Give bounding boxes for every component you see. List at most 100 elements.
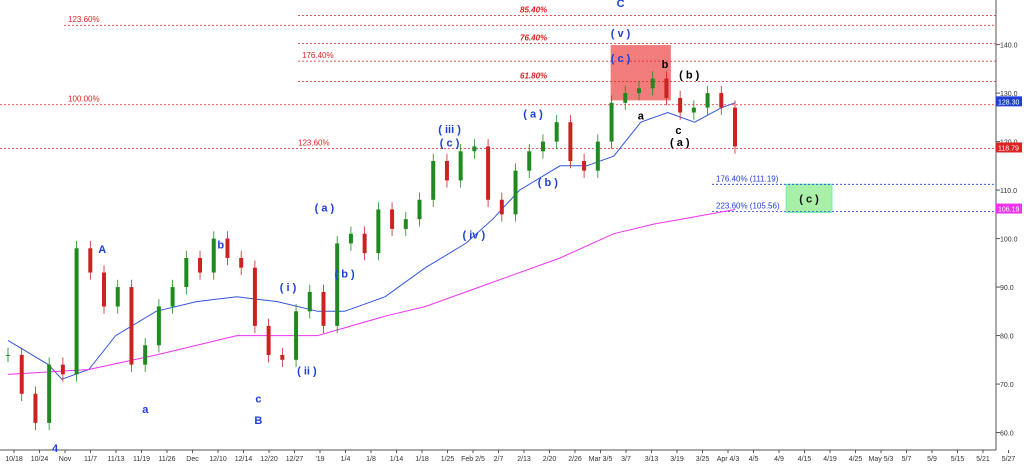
wave-label: ( iii ): [438, 124, 461, 136]
x-tick-label: 1/14: [390, 456, 404, 463]
moving-average-line: [7, 209, 736, 375]
wave-label: ( iv ): [463, 230, 486, 242]
price-tag: [996, 142, 1022, 153]
x-tick-label: Dec: [186, 456, 199, 463]
x-tick-label: 5/9: [927, 456, 937, 463]
candle-body: [33, 393, 38, 423]
candle-body: [225, 238, 230, 258]
wave-label: ( a ): [315, 202, 335, 214]
candle-body: [623, 93, 628, 103]
x-tick-label: 12/10: [209, 456, 227, 463]
wave-label: b: [217, 239, 224, 251]
y-tick-label: 80.0: [1000, 334, 1014, 341]
price-tag-label: 128.30: [998, 99, 1020, 106]
candle-body: [88, 248, 93, 273]
candle-body: [650, 78, 655, 89]
wave-label: A: [98, 244, 106, 256]
candle-body: [6, 354, 10, 356]
x-tick-label: Nov: [59, 456, 72, 463]
candle-body: [691, 107, 696, 113]
candle-body: [115, 287, 120, 307]
candle-body: [664, 78, 669, 98]
y-tick-label: 70.0: [1000, 382, 1014, 389]
candle-body: [321, 291, 326, 326]
x-tick-label: Apr 4/3: [717, 456, 740, 463]
wave-label: ( v ): [611, 28, 631, 40]
x-tick-label: 4/9: [774, 456, 784, 463]
candle-body: [102, 272, 107, 307]
candle-body: [74, 248, 79, 375]
x-tick-label: 11/26: [159, 456, 176, 463]
candle-body: [554, 122, 559, 142]
candle-body: [403, 219, 408, 229]
wave-label: 4: [52, 443, 59, 455]
candle-body: [527, 151, 532, 171]
x-tick-label: 2/20: [543, 456, 557, 463]
x-tick-label: 12/20: [260, 456, 278, 463]
candle-body: [211, 238, 216, 273]
candle-body: [307, 291, 312, 312]
x-tick-label: May 5/3: [869, 456, 894, 463]
x-tick-label: Feb 2/5: [461, 456, 485, 463]
price-tag: [996, 96, 1022, 107]
candle-body: [609, 102, 614, 142]
target-zone: [785, 183, 833, 213]
x-tick-label: 4/5: [749, 456, 759, 463]
candle-body: [540, 141, 545, 152]
candle-body: [417, 199, 422, 220]
fib-label: 223.60% (105.56): [716, 202, 780, 211]
y-tick-label: 130.0: [1000, 91, 1018, 98]
x-tick-label: 3/19: [670, 456, 684, 463]
wave-label: ( b ): [679, 70, 699, 82]
fib-label: 123.60%: [298, 138, 330, 147]
y-tick-label: 90.0: [1000, 285, 1014, 292]
x-tick-label: 10/18: [5, 456, 23, 463]
candle-body: [335, 243, 340, 326]
fib-label: 76.40%: [520, 34, 547, 43]
candle-body: [499, 199, 504, 215]
candle-body: [582, 160, 587, 171]
candle-body: [19, 354, 24, 394]
fib-label: 100.00%: [68, 95, 100, 104]
price-tag-label: 106.19: [998, 207, 1020, 214]
wave-label: ( c ): [611, 53, 631, 65]
wave-label: b: [662, 59, 669, 71]
wave-label: ( a ): [523, 108, 543, 120]
x-tick-label: 12/14: [235, 456, 253, 463]
x-tick-label: 5/7: [902, 456, 912, 463]
x-tick-label: 3/25: [696, 456, 710, 463]
candle-body: [239, 257, 244, 268]
wave-label: a: [142, 404, 149, 416]
candle-body: [156, 306, 161, 346]
x-tick-label: 10/24: [31, 456, 49, 463]
candle-body: [513, 170, 518, 215]
candle-body: [252, 267, 257, 326]
x-tick-label: '19: [315, 456, 324, 463]
x-tick-label: 11/19: [133, 456, 150, 463]
candle-body: [143, 345, 148, 365]
candle-body: [129, 287, 134, 365]
fib-label: 61.80%: [520, 71, 547, 80]
candle-body: [294, 311, 299, 360]
x-tick-label: 4/25: [849, 456, 863, 463]
x-tick-label: 2/26: [568, 456, 582, 463]
candle-body: [47, 364, 52, 423]
candle-body: [486, 146, 491, 200]
candle-body: [472, 146, 477, 152]
x-tick-label: 1/25: [441, 456, 455, 463]
candle-body: [376, 209, 381, 254]
candle-body: [390, 209, 395, 229]
candle-body: [362, 233, 367, 254]
x-tick-label: 5/27: [1002, 456, 1016, 463]
price-tag: [996, 203, 1022, 214]
candle-body: [733, 107, 737, 147]
price-tag-label: 118.79: [998, 145, 1019, 152]
candle-body: [170, 287, 175, 307]
candle-body: [184, 257, 189, 288]
candle-body: [60, 364, 65, 375]
wave-label: c: [675, 125, 681, 137]
wave-label: ( b ): [334, 268, 354, 280]
x-tick-label: 1/4: [341, 456, 351, 463]
